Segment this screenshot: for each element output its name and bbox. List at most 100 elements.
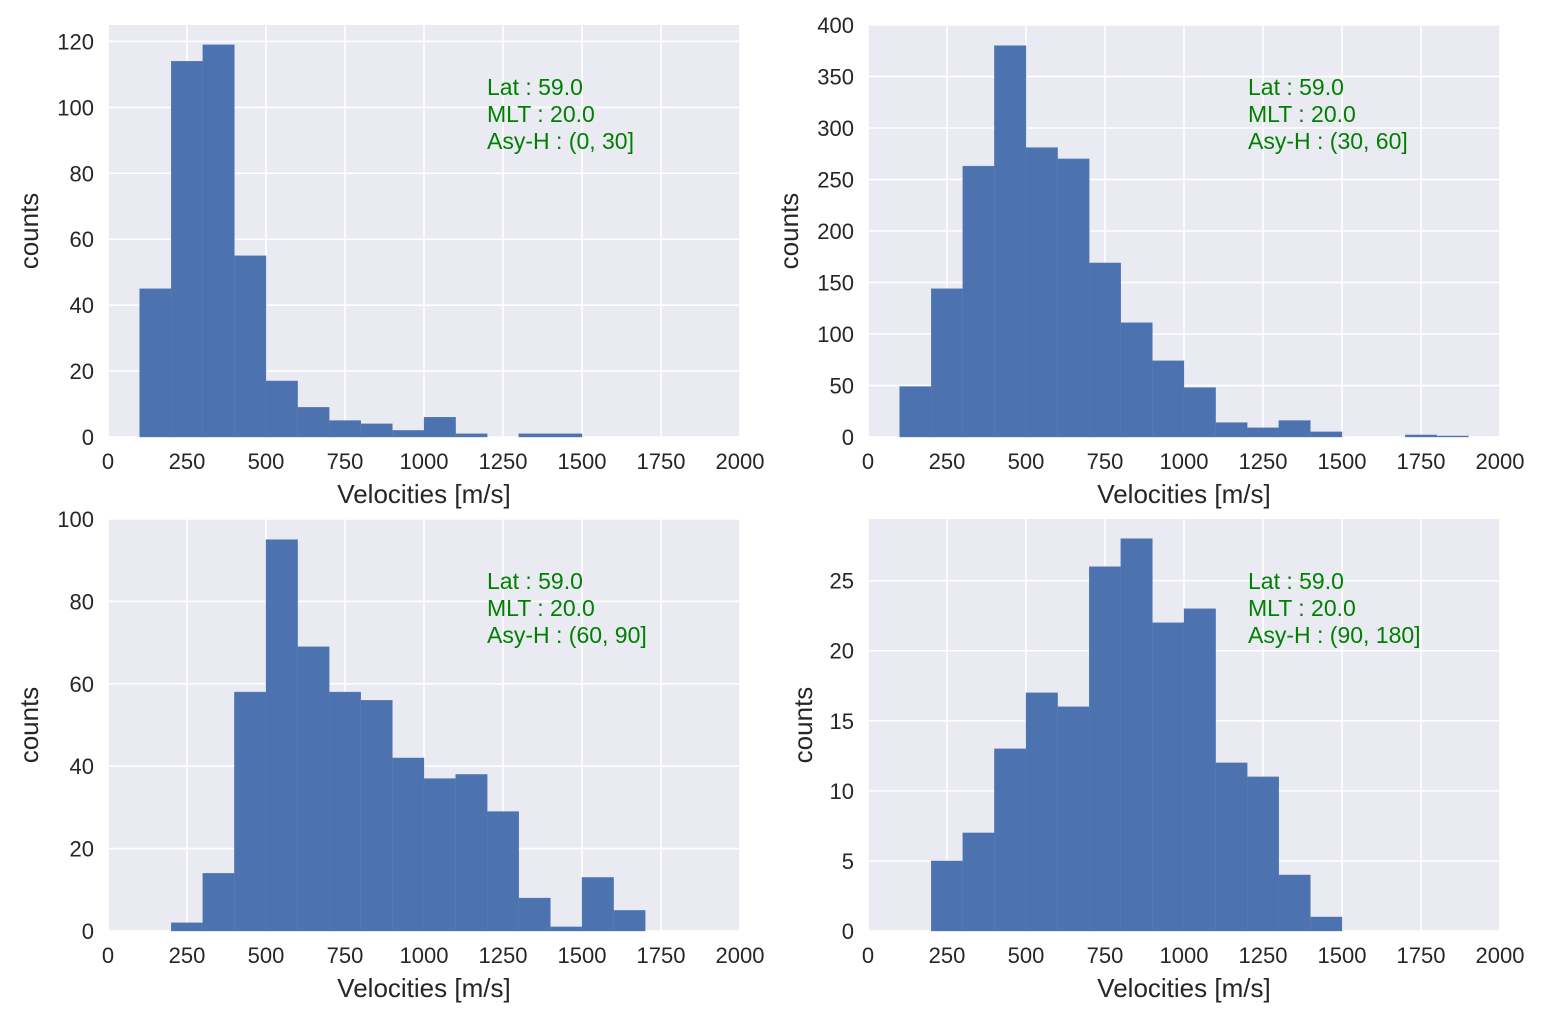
- x-tick-label: 500: [1008, 943, 1045, 968]
- x-tick-label: 1250: [1239, 449, 1288, 474]
- x-tick-label: 0: [102, 449, 114, 474]
- x-tick-label: 1500: [1318, 943, 1367, 968]
- x-tick-label: 1750: [637, 449, 686, 474]
- histogram-bar: [1278, 420, 1311, 438]
- x-axis-label: Velocities [m/s]: [1097, 479, 1270, 509]
- histogram-bar: [1152, 360, 1185, 438]
- y-tick-label: 150: [817, 271, 854, 296]
- x-tick-label: 750: [1087, 449, 1124, 474]
- histogram-bar: [1120, 538, 1153, 932]
- histogram-bar: [581, 877, 614, 932]
- y-tick-label: 80: [70, 589, 94, 614]
- x-tick-label: 1500: [558, 449, 607, 474]
- x-tick-label: 500: [248, 449, 285, 474]
- x-tick-label: 1000: [400, 943, 449, 968]
- y-tick-label: 20: [830, 639, 854, 664]
- x-tick-label: 250: [169, 449, 206, 474]
- x-tick-label: 0: [862, 449, 874, 474]
- y-tick-label: 40: [70, 754, 94, 779]
- histogram-bar: [550, 926, 583, 932]
- histogram-panel-2: 0 250 500 750 1000 1250 1500 1750 2000 0 50 100 150 2…: [774, 13, 1524, 509]
- histogram-bar: [994, 45, 1027, 438]
- y-tick-label: 50: [830, 374, 854, 399]
- x-tick-label: 250: [929, 943, 966, 968]
- histogram-bar: [518, 897, 551, 932]
- histogram-bar: [518, 433, 551, 438]
- y-axis-label: counts: [14, 193, 44, 270]
- histogram-bar: [1278, 874, 1311, 932]
- histogram-bar: [1152, 622, 1185, 932]
- x-tick-label: 1250: [479, 943, 528, 968]
- x-tick-label: 500: [1008, 449, 1045, 474]
- y-tick-label: 0: [842, 919, 854, 944]
- histogram-bar: [1246, 776, 1279, 932]
- annotation-line: Lat : 59.0: [487, 74, 583, 100]
- x-tick-label: 750: [327, 449, 364, 474]
- histogram-bar: [487, 811, 520, 932]
- y-tick-label: 80: [70, 161, 94, 186]
- histogram-bar: [1088, 262, 1121, 438]
- y-tick-label: 300: [817, 116, 854, 141]
- y-tick-label: 0: [82, 919, 94, 944]
- y-tick-label: 20: [70, 359, 94, 384]
- annotation-line: Asy-H : (60, 90]: [487, 622, 647, 648]
- x-tick-label: 1250: [479, 449, 528, 474]
- y-tick-label: 15: [830, 709, 854, 734]
- y-tick-label: 250: [817, 168, 854, 193]
- annotation-line: MLT : 20.0: [487, 595, 595, 621]
- x-tick-label: 1750: [1397, 943, 1446, 968]
- x-tick-label: 0: [102, 943, 114, 968]
- histogram-bar: [329, 691, 362, 932]
- y-axis-label: counts: [788, 687, 818, 764]
- histogram-bar: [1025, 692, 1058, 932]
- x-tick-label: 500: [248, 943, 285, 968]
- histogram-bar: [202, 44, 235, 438]
- histogram-bar: [1436, 435, 1469, 438]
- y-tick-label: 60: [70, 672, 94, 697]
- x-tick-label: 2000: [1476, 449, 1525, 474]
- histogram-bar: [297, 646, 330, 932]
- histogram-bar: [899, 386, 932, 438]
- histogram-bar: [423, 778, 456, 932]
- x-tick-label: 2000: [716, 449, 765, 474]
- histogram-bar: [1310, 431, 1343, 438]
- y-tick-label: 0: [82, 425, 94, 450]
- y-tick-label: 200: [817, 219, 854, 244]
- histogram-bar: [1025, 147, 1058, 438]
- y-tick-label: 100: [57, 507, 94, 532]
- y-tick-label: 10: [830, 779, 854, 804]
- y-tick-label: 100: [57, 95, 94, 120]
- histogram-bar: [613, 910, 646, 932]
- histogram-bar: [392, 757, 425, 932]
- x-tick-label: 1250: [1239, 943, 1288, 968]
- y-tick-label: 25: [830, 569, 854, 594]
- annotation-line: MLT : 20.0: [1248, 101, 1356, 127]
- histogram-bar: [329, 420, 362, 438]
- annotation-line: Lat : 59.0: [487, 568, 583, 594]
- histogram-bar: [931, 288, 964, 438]
- x-axis-label: Velocities [m/s]: [1097, 973, 1270, 1003]
- x-tick-label: 1000: [1160, 449, 1209, 474]
- histogram-bar: [550, 433, 583, 438]
- annotation-line: Lat : 59.0: [1248, 74, 1344, 100]
- histogram-bar: [360, 423, 393, 438]
- y-tick-label: 350: [817, 65, 854, 90]
- histogram-bar: [423, 417, 456, 438]
- histogram-bar: [962, 165, 995, 438]
- x-tick-label: 0: [862, 943, 874, 968]
- histogram-bar: [170, 922, 203, 932]
- x-tick-label: 1500: [558, 943, 607, 968]
- histogram-bar: [931, 860, 964, 932]
- histogram-bar: [202, 873, 235, 932]
- annotation-line: Asy-H : (90, 180]: [1248, 622, 1421, 648]
- histogram-bar: [455, 433, 488, 438]
- histogram-bar: [1088, 566, 1121, 932]
- x-tick-label: 1000: [400, 449, 449, 474]
- histogram-bar: [1246, 427, 1279, 438]
- histogram-bar: [1183, 608, 1216, 932]
- histogram-bar: [170, 61, 203, 438]
- y-tick-label: 0: [842, 425, 854, 450]
- x-tick-label: 2000: [716, 943, 765, 968]
- x-tick-label: 1750: [637, 943, 686, 968]
